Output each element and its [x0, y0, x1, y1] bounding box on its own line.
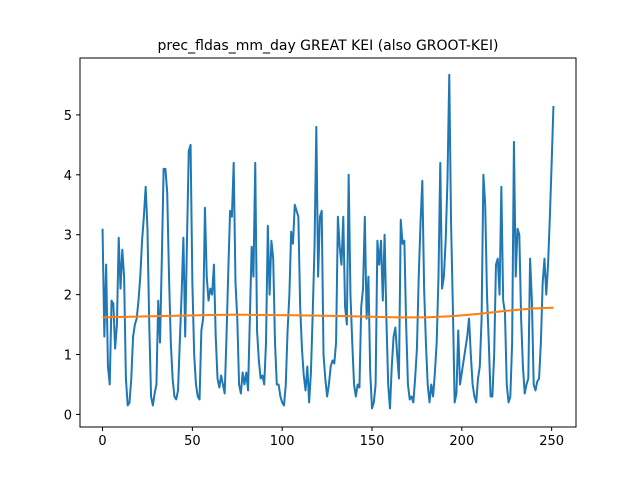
x-tick-label: 200: [449, 434, 474, 449]
x-tick-label: 50: [184, 434, 201, 449]
x-tick-label: 100: [270, 434, 295, 449]
y-tick-label: 1: [64, 349, 72, 364]
chart-title: prec_fldas_mm_day GREAT KEI (also GROOT-…: [157, 38, 498, 54]
x-tick-label: 0: [98, 434, 106, 449]
x-tick-label: 250: [539, 434, 564, 449]
y-tick-label: 5: [64, 109, 72, 124]
y-tick-label: 4: [64, 169, 72, 184]
data-line: [102, 306, 554, 319]
plot-area: 0 50 100 150 200 250 0 1 2 3 4 5: [64, 73, 564, 449]
data-line: [101, 73, 555, 410]
axes-frame: [79, 57, 577, 428]
y-tick-label: 0: [64, 408, 72, 423]
y-tick-label: 3: [64, 229, 72, 244]
y-tick-label: 2: [64, 289, 72, 304]
x-tick-label: 150: [360, 434, 385, 449]
